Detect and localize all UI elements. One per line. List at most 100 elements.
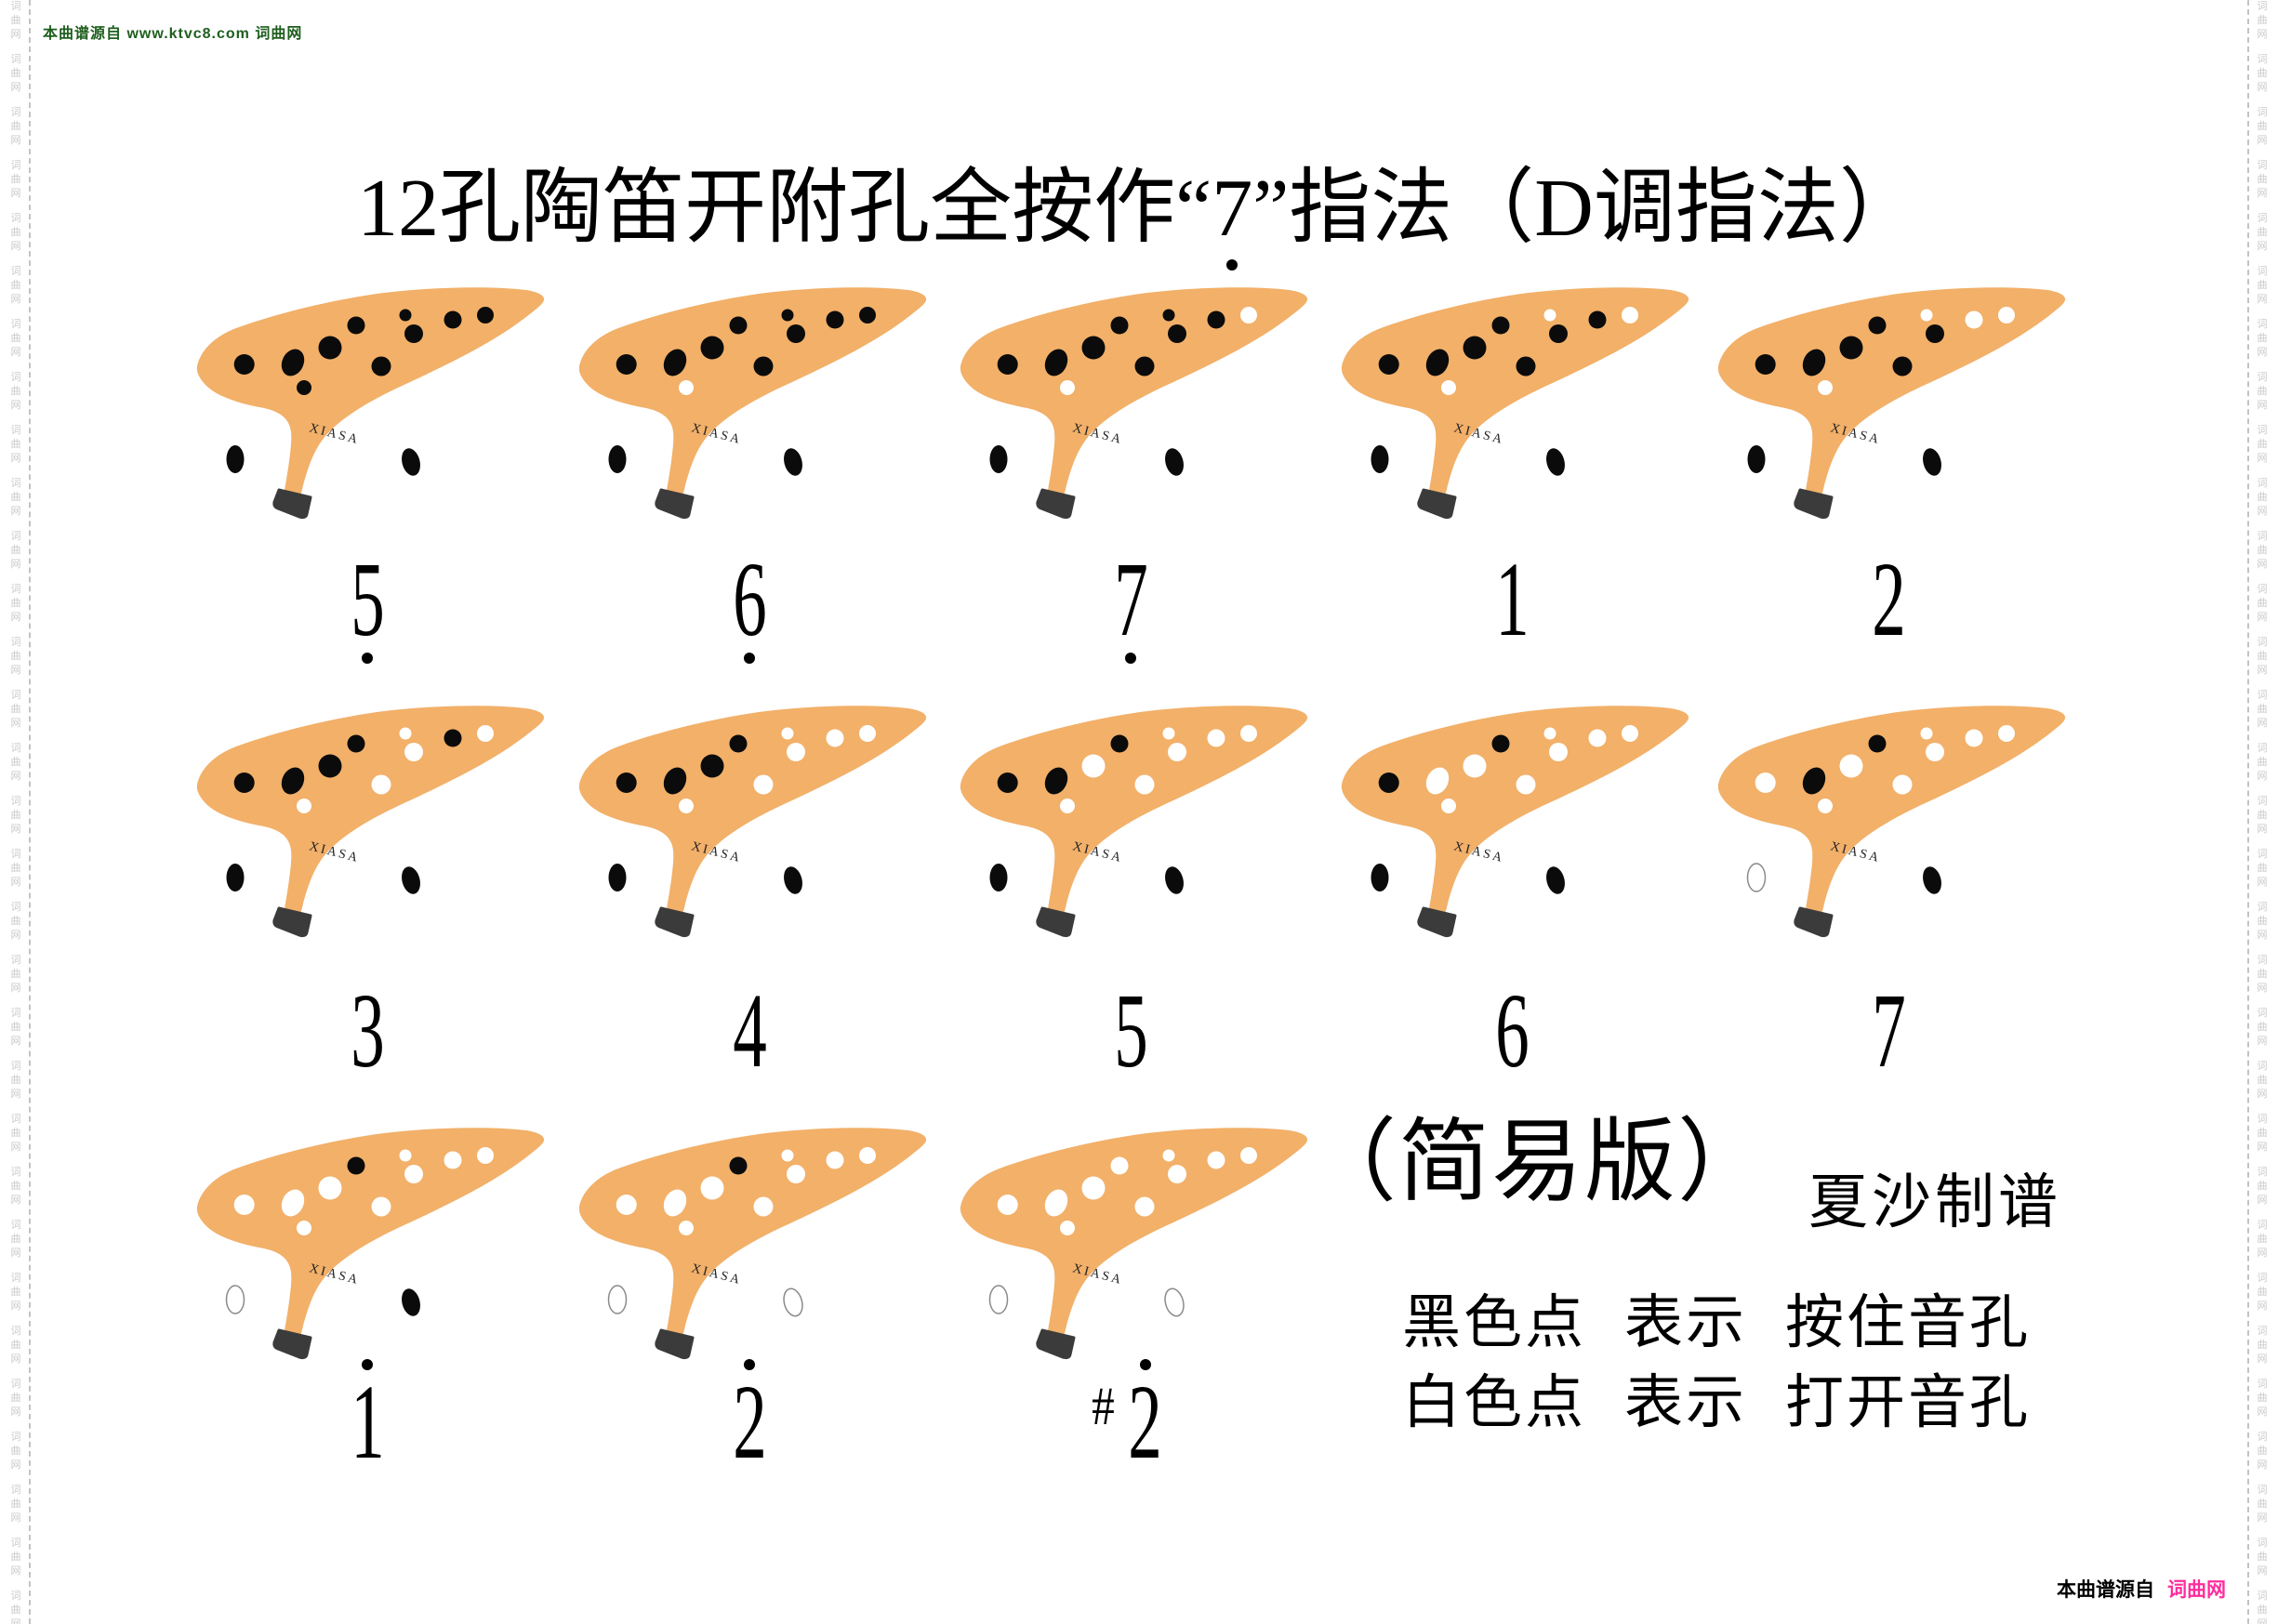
note-digit: 2 (1128, 1363, 1162, 1481)
hole-A (1378, 354, 1399, 375)
side-watermark-text: 词 曲 网 (10, 1008, 21, 1047)
hole-G (1543, 727, 1556, 740)
side-watermark-text: 词 曲 网 (10, 796, 21, 835)
ocarina-mouthpiece (655, 488, 695, 520)
ocarina-body (1717, 706, 2066, 924)
hole-A (616, 354, 637, 375)
ocarina-diagram-4-middle: XIASA (559, 690, 940, 969)
ocarina-drawing: XIASA (196, 1128, 545, 1360)
low-octave-dot (744, 653, 755, 665)
note-digit-group: 6 (723, 546, 776, 665)
side-watermark-text: 词 曲 网 (2257, 1432, 2268, 1471)
ocarina-drawing: XIASA (1717, 287, 2066, 520)
side-watermark-text: 词 曲 网 (2257, 902, 2268, 941)
hole-L (784, 448, 802, 476)
hole-F (1134, 1196, 1155, 1217)
hole-G (781, 727, 794, 740)
note-digit-group: 7 (1105, 540, 1158, 665)
legend-black-dot-line: 黑色点 表示 按住音孔 (1402, 1290, 2032, 1355)
hole-I (826, 1151, 844, 1169)
hole-E (1110, 316, 1129, 335)
ocarina-drawing: XIASA (578, 287, 927, 520)
ocarina-mouthpiece (655, 1328, 695, 1360)
side-watermark-text: 词 曲 网 (10, 107, 21, 146)
side-watermark-text: 词 曲 网 (2257, 107, 2268, 146)
note-digit: 7 (1113, 540, 1148, 658)
ocarina-mouthpiece (272, 906, 312, 938)
ocarina-diagram-7-low: XIASA (940, 271, 1321, 550)
ocarina-body (578, 1128, 927, 1346)
hole-B (1044, 767, 1068, 795)
side-watermark-text: 词 曲 网 (2257, 796, 2268, 835)
note-digit: 2 (732, 1363, 767, 1481)
hole-F (371, 1196, 391, 1217)
left-watermark-strip: 词 曲 网词 曲 网词 曲 网词 曲 网词 曲 网词 曲 网词 曲 网词 曲 网… (4, 0, 28, 1624)
ocarina-drawing: XIASA (1341, 287, 1689, 520)
high-octave-dot (744, 1359, 755, 1370)
side-watermark-text: 词 曲 网 (2257, 1538, 2268, 1577)
hole-G (1162, 727, 1175, 740)
ocarina-mouthpiece (655, 906, 695, 938)
ocarina-diagram-2-middle: XIASA (1698, 271, 2079, 550)
side-watermark-text: 词 曲 网 (10, 1591, 21, 1624)
ocarina-diagram-#2-high: XIASA (940, 1112, 1321, 1391)
hole-K (989, 445, 1008, 473)
note-label-1-middle: 1 (1321, 546, 1702, 653)
hole-F (1134, 774, 1155, 795)
hole-C (679, 799, 694, 813)
note-digit-group: 2 (1862, 546, 1915, 653)
side-watermark-text: 词 曲 网 (2257, 213, 2268, 252)
note-digit: 7 (1871, 971, 1906, 1089)
page-title: 12孔陶笛开附孔全按作“7 ”指法（D调指法） (0, 141, 2278, 271)
ocarina-drawing: XIASA (196, 287, 545, 520)
hole-F (753, 356, 774, 376)
legend-white-dot-line: 白色点 表示 打开音孔 (1402, 1370, 2032, 1435)
hole-G (399, 1149, 412, 1162)
ocarina-drawing: XIASA (578, 706, 927, 938)
side-watermark-text: 词 曲 网 (10, 54, 21, 93)
hole-H (1926, 743, 1944, 761)
title-note-low-octave-dot (1226, 259, 1238, 271)
hole-B (1425, 349, 1450, 376)
hole-J (859, 307, 876, 323)
hole-C (1060, 1221, 1075, 1235)
hole-B (1802, 767, 1826, 795)
ocarina-mouthpiece (272, 488, 312, 520)
ocarina-diagram-5-middle: XIASA (940, 690, 1321, 969)
side-watermark-text: 词 曲 网 (2257, 1114, 2268, 1153)
side-watermark-text: 词 曲 网 (2257, 1591, 2268, 1624)
hole-B (1425, 767, 1450, 795)
hole-A (233, 354, 255, 375)
side-watermark-text: 词 曲 网 (2257, 690, 2268, 729)
ocarina-diagram-3-middle: XIASA (177, 690, 558, 969)
source-credit-bottom: 本曲谱源自 词曲网 (2057, 1575, 2226, 1603)
hole-I (1207, 729, 1225, 747)
side-watermark-text: 词 曲 网 (2257, 160, 2268, 199)
side-watermark-text: 词 曲 网 (10, 1538, 21, 1577)
hole-J (859, 1147, 876, 1164)
hole-C (1818, 380, 1833, 395)
hole-K (989, 864, 1008, 891)
source-credit-bottom-text: 本曲谱源自 (2057, 1579, 2154, 1601)
ocarina-body (196, 287, 545, 506)
hole-B (663, 349, 687, 376)
title-prefix: 12孔陶笛开附孔全按作“ (357, 164, 1212, 254)
hole-D (700, 1176, 724, 1200)
hole-C (1441, 380, 1456, 395)
side-watermark-text: 词 曲 网 (10, 584, 21, 623)
hole-K (226, 445, 245, 473)
side-watermark-text: 词 曲 网 (10, 319, 21, 358)
note-digit-group: 7 (1862, 971, 1915, 1089)
side-watermark-text: 词 曲 网 (10, 160, 21, 199)
side-watermark-text: 词 曲 网 (2257, 849, 2268, 888)
side-watermark-text: 词 曲 网 (2257, 54, 2268, 93)
right-watermark-strip: 词 曲 网词 曲 网词 曲 网词 曲 网词 曲 网词 曲 网词 曲 网词 曲 网… (2250, 0, 2274, 1624)
hole-H (404, 743, 423, 761)
ocarina-diagram-1-high: XIASA (177, 1112, 558, 1391)
hole-I (1588, 729, 1607, 747)
hole-D (318, 754, 342, 778)
hole-D (318, 1176, 342, 1200)
side-watermark-text: 词 曲 网 (2257, 1273, 2268, 1312)
hole-J (1240, 725, 1257, 742)
side-watermark-text: 词 曲 网 (10, 372, 21, 411)
